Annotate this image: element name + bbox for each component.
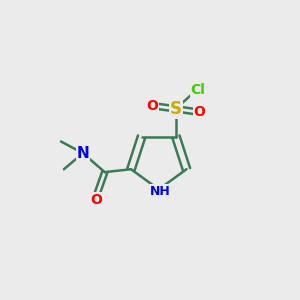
- Text: NH: NH: [150, 185, 171, 198]
- Text: S: S: [170, 100, 182, 118]
- Text: O: O: [193, 105, 205, 119]
- Text: N: N: [76, 146, 89, 161]
- Text: O: O: [147, 99, 158, 113]
- Text: O: O: [90, 193, 102, 207]
- Text: Cl: Cl: [190, 83, 205, 97]
